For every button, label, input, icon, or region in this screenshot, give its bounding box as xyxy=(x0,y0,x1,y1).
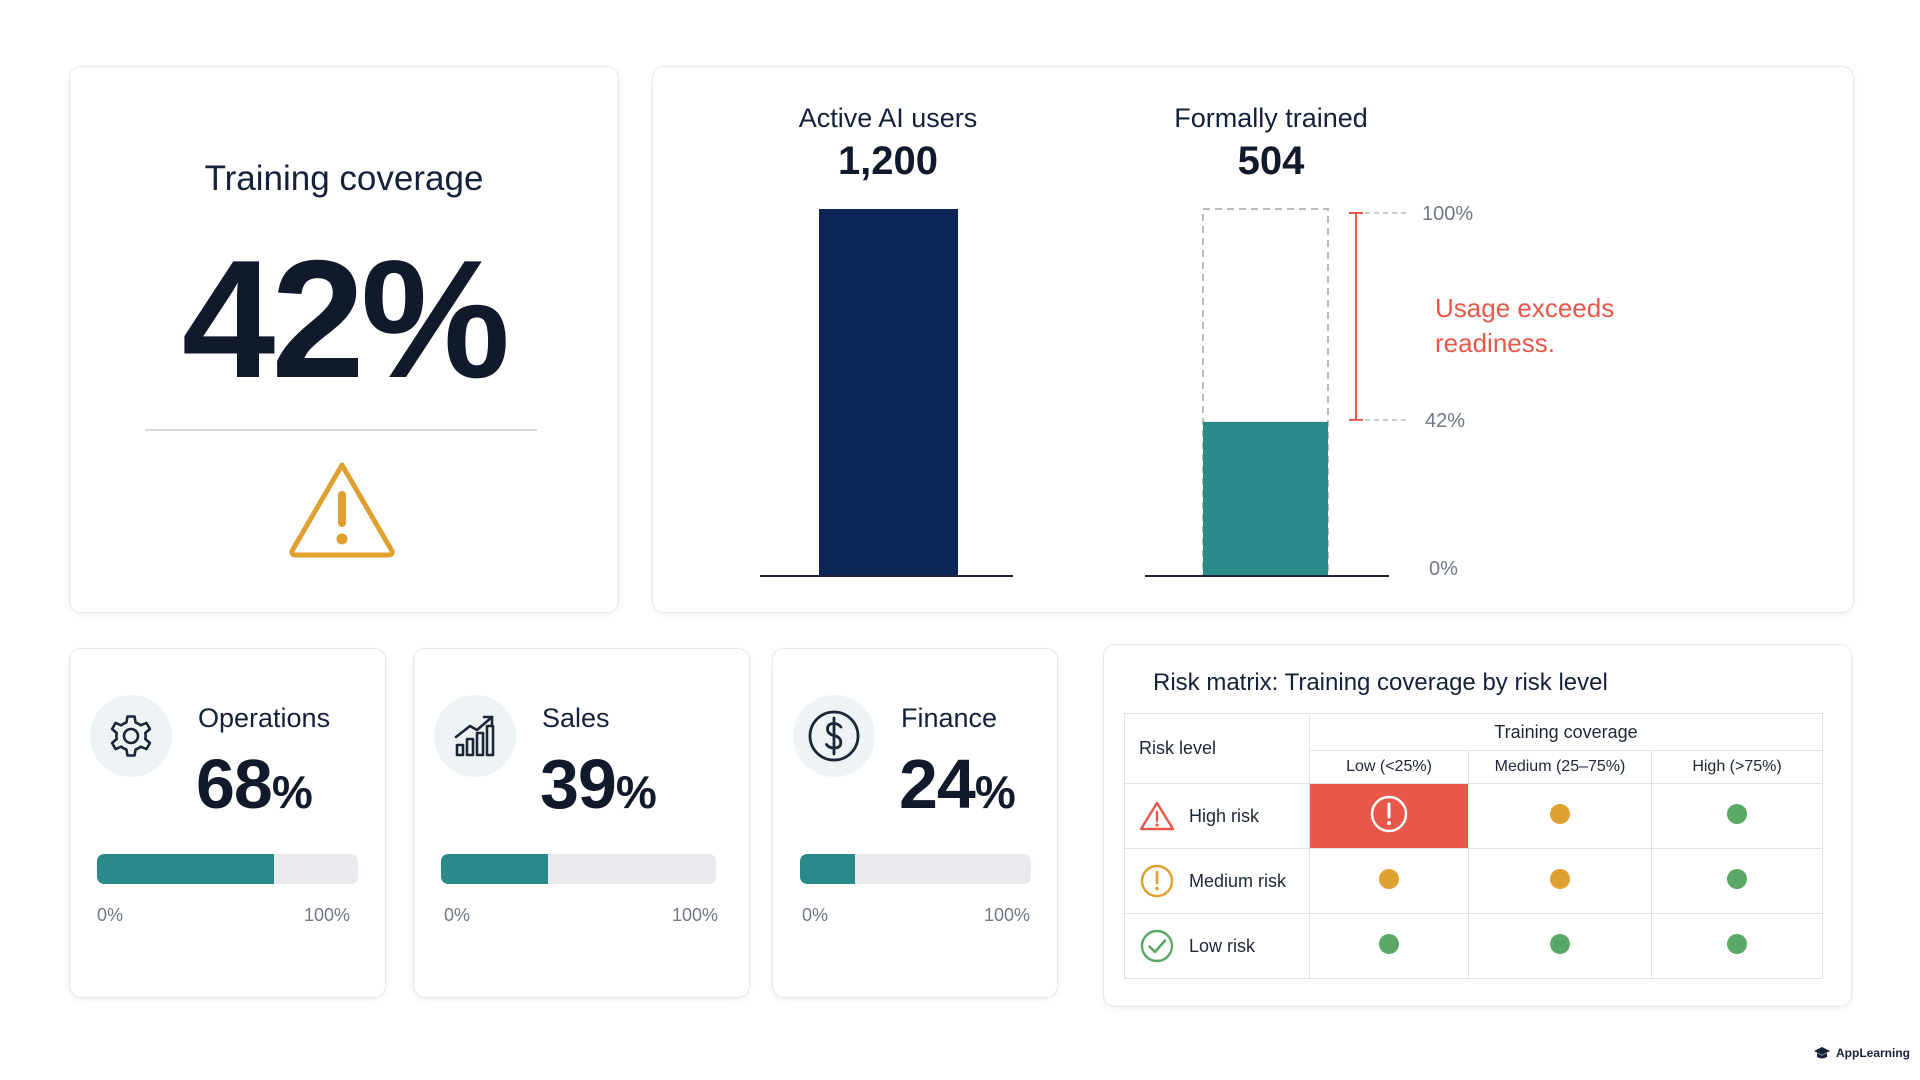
department-progress-bar xyxy=(441,854,716,884)
row-label-medium-risk: Medium risk xyxy=(1124,848,1310,914)
matrix-cell-good-status xyxy=(1651,848,1823,914)
matrix-cell-medium-status xyxy=(1309,848,1469,914)
column-header-medium: Medium (25–75%) xyxy=(1468,750,1652,784)
department-name: Operations xyxy=(198,703,331,733)
status-dot-amber xyxy=(1379,868,1399,889)
department-progress-fill xyxy=(800,854,856,884)
status-dot-green xyxy=(1727,803,1747,824)
brand-logo: AppLearning xyxy=(1813,1046,1910,1060)
department-name: Finance xyxy=(901,703,998,733)
department-progress-fill xyxy=(441,854,549,884)
department-coverage-value: 39% xyxy=(540,745,657,823)
annotation-usage-exceeds: Usage exceeds xyxy=(1435,293,1614,323)
department-card-operations: Operations 68% 0% 100% xyxy=(69,648,386,998)
scale-label-0: 0% xyxy=(1429,558,1458,580)
value-label-active-users: 1,200 xyxy=(838,139,938,183)
progress-min-label: 0% xyxy=(802,905,829,925)
matrix-cell-medium-status xyxy=(1468,848,1652,914)
bar-active-users xyxy=(819,209,958,576)
column-header-low: Low (<25%) xyxy=(1309,750,1469,784)
risk-matrix-card: Risk matrix: Training coverage by risk l… xyxy=(1103,644,1852,1007)
check-circle-icon xyxy=(1140,929,1174,963)
dollar-icon xyxy=(808,710,860,762)
status-dot-green xyxy=(1379,933,1399,954)
department-card-finance: Finance 24% 0% 100% xyxy=(772,648,1058,998)
growth-chart-icon xyxy=(454,715,495,757)
status-dot-green xyxy=(1727,933,1747,954)
table-row: High risk xyxy=(1124,783,1823,849)
department-progress-bar xyxy=(800,854,1031,884)
risk-matrix-title: Risk matrix: Training coverage by risk l… xyxy=(1153,669,1608,696)
table-row: Low risk xyxy=(1124,913,1823,979)
usage-vs-training-chart: Active AI users Formally trained 1,200 5… xyxy=(760,103,1614,580)
progress-max-label: 100% xyxy=(672,905,719,925)
matrix-cell-medium-status xyxy=(1468,783,1652,849)
department-icon-badge xyxy=(90,695,172,777)
progress-min-label: 0% xyxy=(97,905,124,925)
progress-max-label: 100% xyxy=(304,905,351,925)
progress-max-label: 100% xyxy=(984,905,1031,925)
category-label-active-users: Active AI users xyxy=(799,103,978,133)
coverage-title: Training coverage xyxy=(204,159,484,198)
department-progress-fill xyxy=(97,854,275,884)
progress-min-label: 0% xyxy=(444,905,471,925)
matrix-cell-good-status xyxy=(1651,913,1823,979)
department-icon-badge xyxy=(434,695,516,777)
warning-triangle-icon xyxy=(1139,801,1175,831)
row-label-high-risk: High risk xyxy=(1124,783,1310,849)
bar-formally-trained xyxy=(1203,421,1328,576)
department-card-sales: Sales 39% 0% 100% xyxy=(413,648,750,998)
value-label-formally-trained: 504 xyxy=(1238,139,1305,183)
department-progress-bar xyxy=(97,854,358,884)
training-coverage-group-header: Training coverage xyxy=(1309,713,1823,751)
graduation-cap-icon xyxy=(1814,1047,1830,1059)
matrix-cell-alert xyxy=(1309,783,1469,849)
brand-name: AppLearning xyxy=(1836,1046,1910,1060)
category-label-formally-trained: Formally trained xyxy=(1174,103,1368,133)
matrix-cell-good-status xyxy=(1651,783,1823,849)
department-name: Sales xyxy=(542,703,610,733)
matrix-cell-good-status xyxy=(1309,913,1469,979)
scale-label-42: 42% xyxy=(1425,410,1465,432)
coverage-value: 42% xyxy=(181,225,510,413)
matrix-cell-good-status xyxy=(1468,913,1652,979)
status-dot-green xyxy=(1550,933,1570,954)
row-label-low-risk: Low risk xyxy=(1124,913,1310,979)
exclamation-circle-icon xyxy=(1370,795,1408,832)
usage-vs-training-chart-card: Active AI users Formally trained 1,200 5… xyxy=(652,66,1854,613)
coverage-divider xyxy=(145,429,537,431)
scale-label-100: 100% xyxy=(1422,203,1473,225)
training-coverage-card: Training coverage 42% xyxy=(69,66,619,613)
department-icon-badge xyxy=(793,695,875,777)
annotation-readiness: readiness. xyxy=(1435,328,1555,358)
department-coverage-value: 68% xyxy=(196,745,313,823)
table-row: Medium risk xyxy=(1124,848,1823,914)
department-coverage-value: 24% xyxy=(899,745,1016,823)
risk-level-header: Risk level xyxy=(1124,713,1310,784)
exclamation-circle-icon xyxy=(1140,864,1174,898)
column-header-high: High (>75%) xyxy=(1651,750,1823,784)
status-dot-amber xyxy=(1550,803,1570,824)
status-dot-green xyxy=(1727,868,1747,889)
warning-triangle-icon xyxy=(289,462,395,558)
status-dot-amber xyxy=(1550,868,1570,889)
gear-icon xyxy=(110,715,152,757)
risk-matrix-table: Risk level Training coverage Low (<25%) … xyxy=(1124,713,1823,979)
